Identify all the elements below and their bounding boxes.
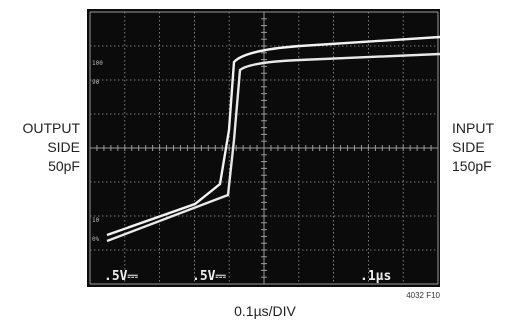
left-label: OUTPUT — [22, 120, 80, 136]
scope-grid — [89, 11, 439, 285]
right-label: SIDE — [452, 139, 485, 155]
output-trace — [106, 35, 441, 237]
scale-mark: 90 — [92, 79, 100, 86]
input-trace — [106, 52, 441, 243]
scale-mark: 100 — [92, 60, 103, 67]
screen-label: .1µs — [360, 269, 391, 284]
figure-id: 4032 F10 — [406, 291, 440, 300]
right-label: INPUT — [452, 120, 494, 136]
right-label: 150pF — [452, 158, 492, 174]
left-label: 50pF — [48, 158, 80, 174]
scale-mark: 0% — [92, 236, 100, 243]
screen-label: .5V⎓ — [104, 269, 138, 284]
left-label: SIDE — [47, 139, 80, 155]
screen-label: .5V⎓ — [192, 269, 226, 284]
scale-mark: 10 — [92, 217, 100, 224]
x-caption: 0.1µs/DIV — [234, 303, 296, 319]
